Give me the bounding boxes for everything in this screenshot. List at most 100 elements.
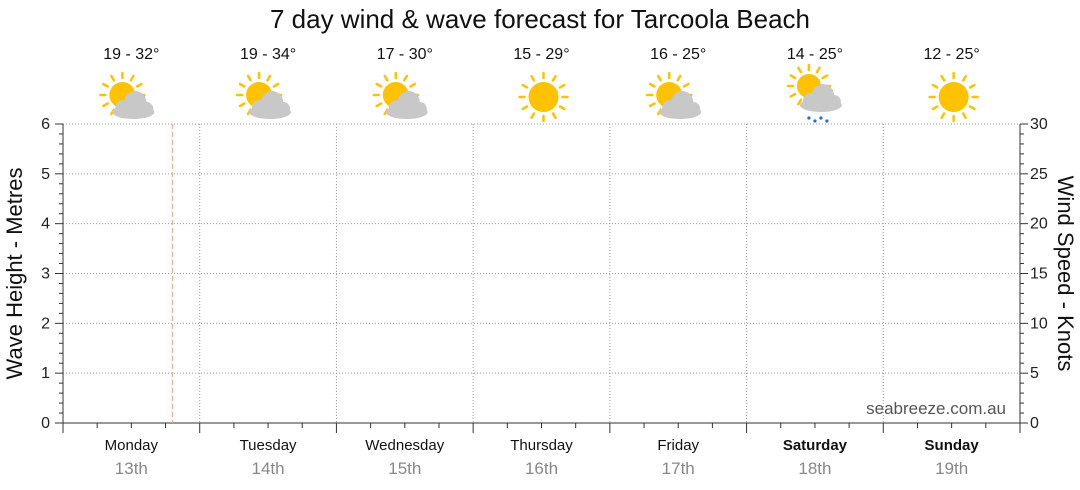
sun-ray bbox=[656, 74, 662, 82]
sun-ray bbox=[968, 105, 976, 111]
sun-ray bbox=[551, 74, 557, 82]
day-name-label: Sunday bbox=[925, 437, 980, 454]
sun-disc bbox=[938, 82, 969, 112]
cloud-puff bbox=[276, 102, 291, 116]
sun-ray bbox=[135, 82, 143, 88]
left-tick-label: 2 bbox=[41, 315, 50, 332]
grid-lines bbox=[63, 123, 1020, 423]
sun-ray bbox=[272, 82, 280, 88]
sun-ray bbox=[409, 82, 417, 88]
day-name-label: Thursday bbox=[510, 437, 573, 454]
day-name-label: Friday bbox=[657, 437, 699, 454]
sun-ray bbox=[102, 82, 109, 88]
sun-ray bbox=[815, 66, 821, 74]
day-name-label: Monday bbox=[105, 437, 159, 454]
chart-title: 7 day wind & wave forecast for Tarcoola … bbox=[269, 4, 811, 34]
sun-ray bbox=[797, 98, 803, 106]
sun-ray bbox=[266, 74, 272, 82]
sun-ray bbox=[521, 105, 529, 111]
weather-icons bbox=[99, 63, 979, 123]
watermark-label: seabreeze.com.au bbox=[866, 399, 1006, 418]
right-tick-label: 20 bbox=[1030, 216, 1048, 233]
partly-cloudy-icon bbox=[645, 71, 702, 119]
day-temperature-label: 19 - 32° bbox=[103, 46, 159, 63]
sun-ray bbox=[403, 74, 409, 82]
sun-ray bbox=[129, 74, 135, 82]
sun-ray bbox=[558, 83, 566, 89]
day-name-label: Wednesday bbox=[365, 437, 444, 454]
sunny-icon bbox=[928, 71, 979, 123]
sun-ray bbox=[940, 112, 946, 120]
right-tick-label: 15 bbox=[1030, 266, 1048, 283]
labels: 0 1 2 3 4 5 6 0 5 10 15 20 25 30 Wave Height - Metres W… bbox=[2, 46, 1078, 478]
day-temperature-label: 15 - 29° bbox=[513, 46, 569, 63]
day-date-label: 13th bbox=[115, 459, 148, 478]
rain-drop bbox=[807, 116, 811, 120]
cloud-puff bbox=[686, 102, 701, 116]
rain-drop bbox=[813, 119, 817, 123]
left-tick-label: 5 bbox=[41, 166, 50, 183]
day-name-label: Saturday bbox=[783, 437, 848, 454]
sun-ray bbox=[648, 102, 656, 108]
sun-ray bbox=[682, 82, 690, 88]
right-axis-title: Wind Speed - Knots bbox=[1053, 176, 1078, 372]
day-date-label: 19th bbox=[935, 459, 968, 478]
day-temperature-label: 16 - 25° bbox=[650, 46, 706, 63]
sun-ray bbox=[530, 112, 536, 120]
left-tick-label: 3 bbox=[41, 266, 50, 283]
cloud-puff bbox=[826, 95, 841, 109]
day-date-label: 15th bbox=[388, 459, 421, 478]
partly-cloudy-icon bbox=[372, 71, 428, 119]
day-temperature-label: 12 - 25° bbox=[924, 46, 980, 63]
right-tick-label: 10 bbox=[1030, 315, 1048, 332]
day-date-label: 18th bbox=[798, 459, 831, 478]
sun-ray bbox=[521, 83, 529, 89]
sun-ray bbox=[238, 102, 246, 108]
sun-ray bbox=[102, 102, 109, 108]
left-tick-label: 1 bbox=[41, 365, 50, 382]
sun-ray bbox=[940, 74, 946, 82]
sun-ray bbox=[383, 74, 389, 82]
left-tick-label: 0 bbox=[41, 415, 50, 432]
sun-ray bbox=[789, 74, 797, 80]
right-tick-label: 25 bbox=[1030, 166, 1048, 183]
sun-ray bbox=[797, 66, 803, 74]
sun-ray bbox=[375, 102, 383, 108]
day-name-label: Tuesday bbox=[240, 437, 297, 454]
partly-cloudy-icon bbox=[99, 71, 155, 119]
sun-ray bbox=[968, 83, 976, 89]
right-tick-label: 5 bbox=[1030, 365, 1039, 382]
day-temperature-label: 17 - 30° bbox=[377, 46, 433, 63]
right-tick-label: 30 bbox=[1030, 116, 1048, 133]
sunny-icon bbox=[518, 71, 569, 123]
sun-ray bbox=[375, 82, 383, 88]
axes bbox=[55, 123, 1028, 433]
day-temperature-label: 14 - 25° bbox=[787, 46, 843, 63]
day-temperature-label: 19 - 34° bbox=[240, 46, 296, 63]
sun-ray bbox=[530, 74, 536, 82]
sun-ray bbox=[821, 74, 829, 80]
left-tick-label: 6 bbox=[41, 116, 50, 133]
sun-ray bbox=[238, 82, 246, 88]
sun-ray bbox=[961, 74, 967, 82]
left-axis-title: Wave Height - Metres bbox=[2, 168, 27, 380]
sun-ray bbox=[961, 112, 967, 120]
rain-drop bbox=[825, 119, 829, 123]
day-date-label: 14th bbox=[252, 459, 285, 478]
day-date-label: 17th bbox=[662, 459, 695, 478]
sun-ray bbox=[789, 92, 797, 98]
sun-disc bbox=[528, 82, 559, 112]
sun-ray bbox=[648, 82, 656, 88]
sun-ray bbox=[931, 105, 939, 111]
partly-cloudy-icon bbox=[235, 71, 292, 119]
right-tick-label: 0 bbox=[1030, 415, 1039, 432]
sun-ray bbox=[676, 74, 682, 82]
day-date-label: 16th bbox=[525, 459, 558, 478]
sun-ray bbox=[558, 105, 566, 111]
left-tick-label: 4 bbox=[41, 216, 50, 233]
rain-drop bbox=[819, 116, 823, 120]
sun-ray bbox=[551, 112, 557, 120]
sun-ray bbox=[246, 74, 252, 82]
sun-ray bbox=[931, 83, 939, 89]
